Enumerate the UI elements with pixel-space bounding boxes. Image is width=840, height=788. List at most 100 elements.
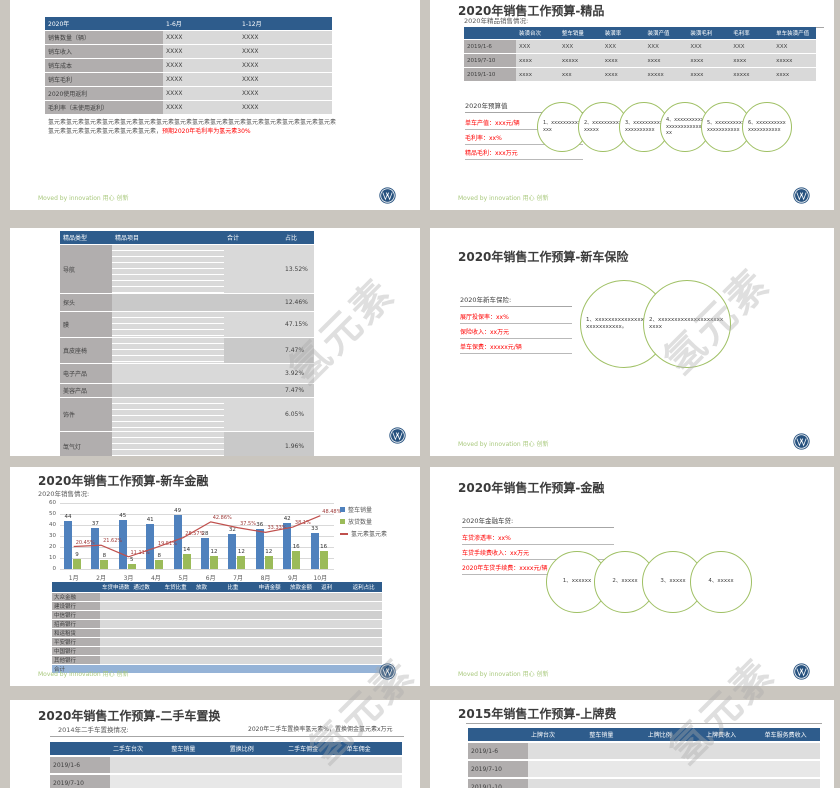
slide-8[interactable]: 2015年销售工作预算-上牌费 上牌台次 整车销量 上牌比例 上牌费收入 单车服务费收入… [430, 700, 834, 788]
ytick: 50 [49, 511, 56, 517]
slide-7[interactable]: 2020年销售工作预算-二手车置换 2014年二手车置换情况: 2020年二手车… [10, 700, 420, 788]
column-header: 单车装潢产值 [773, 27, 816, 39]
bar [118, 519, 127, 569]
xtick: 3月 [123, 575, 134, 582]
bar-label: 32 [228, 526, 236, 533]
bar [155, 560, 164, 569]
table-cell [162, 611, 194, 619]
table-cell [112, 294, 224, 311]
budget-line: 保险收入：xx万元 [460, 325, 572, 339]
column-header: 单车佣金 [343, 742, 402, 755]
table-cell: XXXX [239, 59, 332, 72]
table-cell [319, 593, 351, 601]
bar [73, 559, 81, 569]
bar-label: 14 [183, 546, 191, 553]
table-cell: XXXX [163, 59, 239, 72]
table-cell: xxx [558, 68, 602, 81]
table-cell [761, 761, 820, 777]
table-row: 建设银行 [52, 602, 382, 610]
table-cell [703, 761, 762, 777]
circle-text: 4、xxxxxxxxxxxxxxxxxxxxxxxx [666, 116, 704, 137]
table-cell [644, 743, 704, 759]
table-row: 2019/1-6 [50, 757, 402, 773]
slide-2[interactable]: 2020年销售工作预算-精品 2020年精品销售情况: 装潢台次 整车销量 装潢率装… [430, 0, 834, 210]
table-cell [287, 647, 320, 655]
budget-line: 展厅投保率：xx% [460, 310, 572, 324]
slide-6[interactable]: 2020年销售工作预算-金融 2020年金融车贷: 车贷渗透率：xx% 车贷手续费… [430, 467, 834, 686]
process-circles: 1、xxxxxxxxxxxxxxxxxxxxxxxxxxxxxxx。 2、xxxx… [580, 280, 731, 368]
column-header [464, 27, 516, 39]
table-cell: XXXX [163, 45, 239, 58]
pct-label: 37.5% [240, 520, 256, 527]
slide-4[interactable]: 2020年销售工作预算-新车保险 2020年新车保险: 展厅投保率：xx% 保险收… [430, 228, 834, 456]
row-label: 2019/7-10 [468, 761, 528, 777]
table-cell [162, 638, 194, 646]
insurance-block: 2020年新车保险: 展厅投保率：xx% 保险收入：xx万元 单车保费：xxxxx元… [460, 294, 572, 355]
table-cell: 7.47% [282, 384, 314, 397]
row-label: 2019/1-10 [468, 779, 528, 788]
table-row: 销车毛利 XXXX XXXX [45, 73, 332, 86]
table-header-row: 上牌台次 整车销量 上牌比例 上牌费收入 单车服务费收入 [468, 728, 820, 741]
slide-1[interactable]: 2020年 1-6月 1-12月 销售数量（辆） XXXX XXXX 销车收入 XXXX XXX… [10, 0, 420, 210]
row-label: 销车收入 [45, 45, 163, 58]
column-header: 装潢毛利 [687, 27, 731, 39]
table-cell [287, 665, 320, 673]
table-row: 和运租赁 [52, 629, 382, 637]
slide-subtitle-left: 2014年二手车置换情况: [58, 726, 129, 734]
table-cell [193, 665, 226, 673]
table-cell [162, 602, 194, 610]
table-row: 饰件 6.05% [60, 398, 314, 431]
row-label: 毛利率（未使用返利） [45, 101, 163, 114]
table-cell [110, 775, 169, 788]
table-cell [225, 656, 257, 664]
column-header: 1-12月 [239, 17, 332, 30]
slide-3[interactable]: 精品类型 精品项目 合计 占比 导航 13.52% 探头 12.46% 膜 47.15% 真皮座椅 7… [10, 228, 420, 456]
vw-logo-icon [793, 433, 810, 450]
table-cell [110, 757, 169, 773]
table-cell [112, 398, 224, 431]
slide-title: 2020年销售工作预算-二手车置换 [38, 709, 221, 723]
finance-chart: 0 10 20 30 40 50 60 1月 44 9 2月 37 8 3月 45 5 4月 41 8 5月 49 14 6… [38, 497, 420, 597]
row-label: 探头 [60, 294, 112, 311]
table-cell [256, 629, 288, 637]
table-cell [168, 757, 227, 773]
table-cell [193, 629, 226, 637]
row-label: 平安银行 [52, 638, 100, 646]
bar [283, 522, 292, 569]
bar-label: 12 [237, 548, 245, 555]
table-cell [162, 620, 194, 628]
budget-line: 毛利率：xx% [465, 131, 583, 145]
bar [91, 528, 100, 569]
row-label: 销售数量（辆） [45, 31, 163, 44]
table-cell [100, 611, 132, 619]
table-cell: xxxx [516, 54, 559, 67]
table-cell [319, 638, 351, 646]
table-cell [644, 761, 704, 777]
slide-5[interactable]: 2020年销售工作预算-新车金融 2020年销售情况: 0 10 20 30 40 50 6… [10, 467, 420, 686]
table-header-row: 车贷申请数 通过数 车贷比重 放款 比重 申请金额 放款金额 返利 返利占比 [52, 582, 382, 592]
table-row: 2019/1-6 XXX XXX XXX XXX XXX XXX XXX [464, 40, 816, 53]
table-cell [287, 611, 320, 619]
column-header: 1-6月 [163, 17, 239, 30]
line-series [73, 515, 321, 558]
table-cell [131, 647, 163, 655]
column-header: 整车销量 [586, 728, 645, 741]
table-row: 真皮座椅 7.47% [60, 338, 314, 363]
slide-title: 2020年销售工作预算-新车金融 [38, 474, 209, 488]
gridline [60, 558, 334, 559]
row-label: 美容产品 [60, 384, 112, 397]
circle-text: 3、xxxxxxxxxxxxxxxxxxxx [625, 120, 663, 133]
table-cell [256, 593, 288, 601]
row-label: 2019/1-6 [468, 743, 528, 759]
table-cell [193, 647, 226, 655]
table-cell [168, 775, 227, 788]
vw-logo-icon [793, 663, 810, 680]
budget-block-title: 2020年预算值 [465, 100, 583, 113]
table-cell: xxxx [730, 54, 774, 67]
column-header: 放款金额 [287, 582, 320, 592]
circle-text: 4、xxxxx [708, 578, 734, 585]
gridline [60, 569, 334, 570]
column-header: 装潢产值 [644, 27, 688, 39]
bar-label: 12 [210, 548, 218, 555]
table-cell: xxxxx [730, 68, 774, 81]
